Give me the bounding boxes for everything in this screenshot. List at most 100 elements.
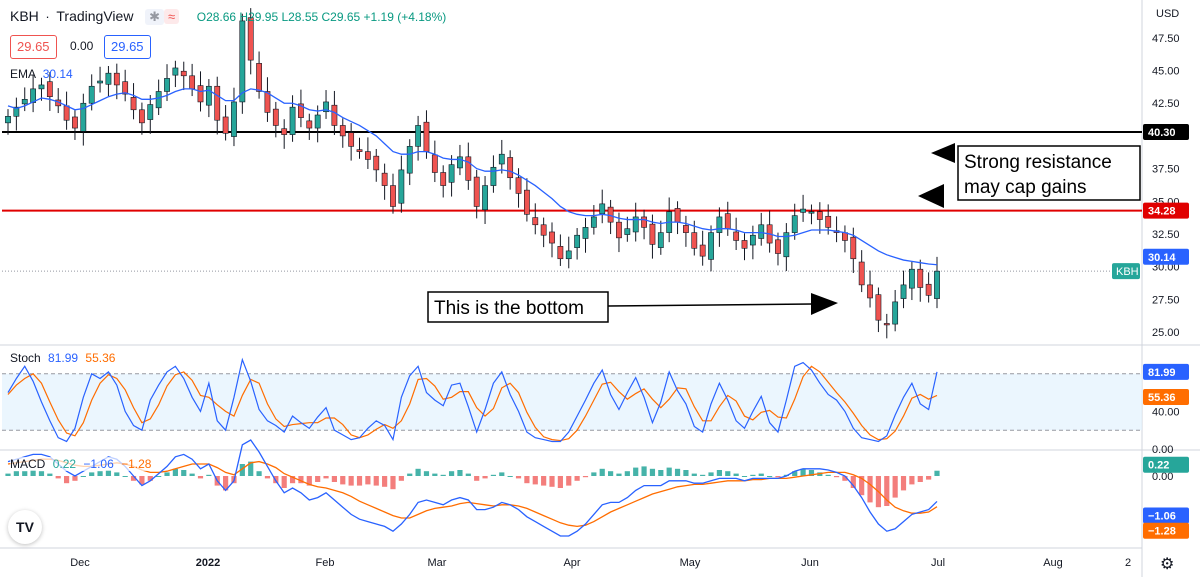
macd-hist-bar bbox=[582, 476, 589, 478]
symbol-label[interactable]: KBH bbox=[10, 8, 39, 24]
macd-legend[interactable]: MACD 0.22 −1.06 −1.28 bbox=[10, 457, 152, 471]
candle bbox=[783, 223, 790, 272]
candle bbox=[448, 155, 455, 197]
macd-hist-bar bbox=[892, 476, 898, 498]
bottom-arrow-shaft bbox=[607, 303, 813, 307]
candle bbox=[733, 217, 740, 250]
candle bbox=[55, 88, 62, 114]
candle bbox=[674, 201, 681, 235]
arrow-to-upper-resistance bbox=[931, 143, 955, 163]
macd-hist-bar bbox=[390, 476, 396, 490]
price-tag-resistance-upper-text: 40.30 bbox=[1148, 127, 1176, 139]
settings-gear-icon[interactable]: ⚙ bbox=[1160, 556, 1175, 573]
candle-body bbox=[515, 177, 522, 194]
macd-hist-bar bbox=[674, 468, 681, 476]
candle-body bbox=[850, 236, 857, 260]
candle bbox=[323, 90, 329, 119]
candle-body bbox=[875, 294, 882, 321]
candle-body bbox=[63, 105, 70, 121]
candle bbox=[281, 119, 288, 149]
macd-hist-bar bbox=[725, 471, 731, 476]
macd-hist-bar bbox=[189, 473, 195, 476]
asterisk-icon[interactable]: ✱ bbox=[145, 9, 164, 25]
macd-tick-label: 0.00 bbox=[1152, 471, 1173, 483]
bottom-arrow-head bbox=[811, 293, 838, 315]
stoch-k-tag-text: 81.99 bbox=[1148, 367, 1176, 379]
candle-body bbox=[699, 244, 706, 257]
macd-hist-bar bbox=[289, 476, 296, 484]
macd-hist-bar bbox=[97, 471, 103, 476]
candle-body bbox=[900, 284, 907, 299]
candle bbox=[247, 8, 254, 75]
macd-hist-bar bbox=[716, 470, 722, 476]
candle-body bbox=[13, 106, 20, 117]
macd-hist-bar bbox=[900, 476, 907, 491]
candle bbox=[666, 197, 673, 243]
stoch-legend[interactable]: Stoch 81.99 55.36 bbox=[10, 351, 116, 365]
time-tick-label: 2 bbox=[1125, 557, 1131, 569]
time-tick-label: Jun bbox=[801, 557, 819, 569]
candle-body bbox=[21, 99, 28, 105]
wave-icon[interactable]: ≈ bbox=[163, 9, 180, 24]
resistance-callout-line1: Strong resistance bbox=[964, 152, 1112, 173]
candle-body bbox=[892, 301, 899, 325]
ask-price[interactable]: 29.65 bbox=[104, 35, 151, 59]
macd-panel bbox=[5, 439, 940, 537]
candle-body bbox=[674, 208, 681, 223]
macd-signal-tag bbox=[1143, 522, 1189, 539]
candle-body bbox=[858, 261, 865, 286]
resistance-callout-line2: may cap gains bbox=[964, 177, 1087, 198]
candle-body bbox=[423, 121, 430, 152]
time-tick-label: Feb bbox=[316, 557, 335, 569]
price-tag-resistance-upper bbox=[1143, 123, 1189, 140]
macd-hist-bar bbox=[298, 476, 304, 484]
ema-legend[interactable]: EMA 30.14 bbox=[10, 67, 73, 81]
candle-body bbox=[314, 114, 321, 129]
macd-hist-bar bbox=[574, 476, 580, 481]
candle bbox=[231, 87, 237, 147]
candle-body bbox=[113, 72, 120, 86]
candle bbox=[130, 83, 137, 120]
candle bbox=[741, 233, 748, 261]
candle bbox=[272, 101, 279, 138]
candle bbox=[189, 63, 196, 97]
currency-label[interactable]: USD bbox=[1156, 8, 1180, 20]
bid-price[interactable]: 29.65 bbox=[10, 35, 57, 59]
macd-hist-bar bbox=[340, 476, 346, 485]
candle bbox=[791, 203, 798, 240]
macd-hist-bar bbox=[114, 472, 120, 476]
candle bbox=[716, 207, 723, 247]
resistance-callout-box bbox=[957, 145, 1141, 201]
macd-hist-bar bbox=[616, 473, 622, 476]
candle-body bbox=[72, 116, 78, 129]
candle-body bbox=[105, 72, 112, 85]
price-tag-resistance-lower-text: 34.28 bbox=[1148, 206, 1176, 218]
macd-hist-bar bbox=[373, 476, 379, 486]
candle-body bbox=[540, 224, 547, 236]
logo-text: TV bbox=[16, 519, 34, 535]
macd-signal-tag-text: −1.28 bbox=[1148, 526, 1176, 538]
candle bbox=[708, 225, 714, 272]
candle bbox=[46, 72, 53, 111]
macd-hist-bar bbox=[331, 476, 337, 482]
tradingview-logo[interactable]: TV bbox=[8, 510, 42, 544]
candle bbox=[63, 91, 70, 130]
macd-hist-bar bbox=[691, 473, 697, 476]
macd-hist-bar bbox=[38, 471, 45, 476]
candle bbox=[766, 210, 773, 253]
candle-body bbox=[507, 157, 514, 179]
macd-hist-bar bbox=[917, 476, 923, 482]
candle-body bbox=[256, 63, 262, 92]
candle-body bbox=[147, 104, 154, 120]
symbol-tag bbox=[1112, 263, 1140, 280]
candle-body bbox=[867, 284, 873, 299]
candle bbox=[139, 102, 145, 135]
time-tick-label: Aug bbox=[1043, 557, 1063, 569]
stoch-label: Stoch bbox=[10, 351, 41, 365]
macd-hist-bar bbox=[499, 472, 505, 476]
candle bbox=[256, 51, 262, 99]
stoch-lines bbox=[7, 357, 938, 443]
macd-hist-bar bbox=[197, 476, 204, 479]
